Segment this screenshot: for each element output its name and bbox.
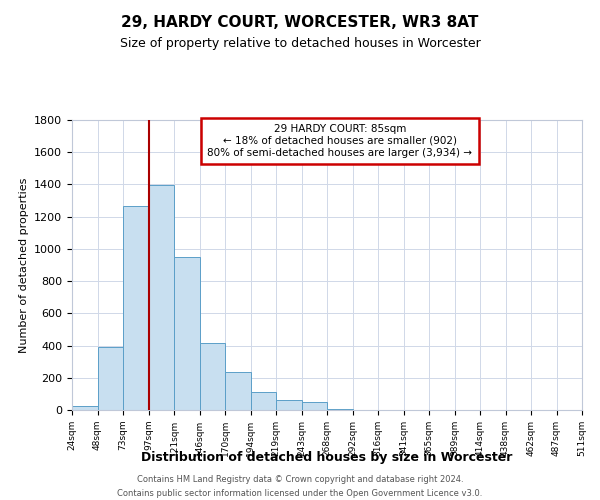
Bar	[199, 343, 225, 410]
Bar	[327, 409, 353, 410]
Y-axis label: Number of detached properties: Number of detached properties	[19, 178, 29, 352]
Bar	[72, 406, 97, 410]
Bar	[174, 257, 199, 410]
Text: Size of property relative to detached houses in Worcester: Size of property relative to detached ho…	[119, 38, 481, 51]
Text: Contains HM Land Registry data © Crown copyright and database right 2024.
Contai: Contains HM Land Registry data © Crown c…	[118, 476, 482, 498]
Bar	[302, 402, 327, 410]
Bar	[97, 347, 123, 410]
Text: 29 HARDY COURT: 85sqm
← 18% of detached houses are smaller (902)
80% of semi-det: 29 HARDY COURT: 85sqm ← 18% of detached …	[207, 124, 472, 158]
Text: Distribution of detached houses by size in Worcester: Distribution of detached houses by size …	[142, 451, 512, 464]
Bar	[149, 185, 174, 410]
Bar	[225, 372, 251, 410]
Bar	[251, 392, 276, 410]
Bar	[276, 400, 302, 410]
Bar	[123, 206, 149, 410]
Text: 29, HARDY COURT, WORCESTER, WR3 8AT: 29, HARDY COURT, WORCESTER, WR3 8AT	[121, 15, 479, 30]
